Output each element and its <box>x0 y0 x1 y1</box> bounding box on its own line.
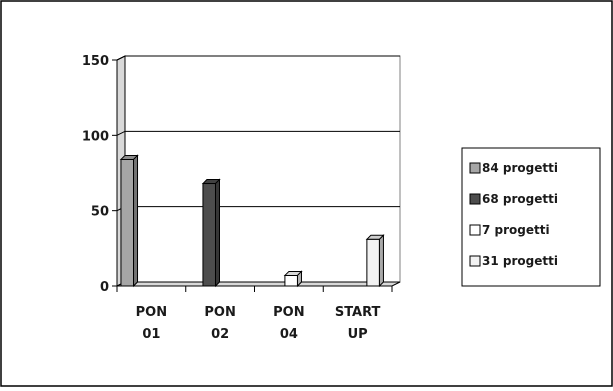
bars <box>119 154 385 288</box>
bar-front <box>366 238 380 287</box>
legend-item: 84 progetti <box>469 161 558 175</box>
y-tick-label: 100 <box>82 129 109 144</box>
category-label: START <box>335 305 381 320</box>
legend-swatch <box>469 255 481 267</box>
legend-box <box>461 147 601 287</box>
legend-item: 31 progetti <box>469 254 558 268</box>
category-label: PON <box>136 305 167 320</box>
plot-area <box>116 55 401 287</box>
legend-label: 68 progetti <box>482 192 558 206</box>
bar <box>201 178 221 288</box>
legend-item: 68 progetti <box>469 192 558 206</box>
y-axis-ticks: 0 50 100 150 <box>82 54 117 295</box>
bar-side <box>214 178 220 288</box>
category-label: PON <box>273 305 304 320</box>
x-axis-categories: PON 01 PON 02 PON 04 START UP <box>116 286 393 342</box>
legend-swatch <box>469 224 481 236</box>
bar-front <box>284 274 298 287</box>
category-label: 02 <box>211 327 229 342</box>
legend: 84 progetti 68 progetti 7 progetti 31 proge… <box>469 161 558 268</box>
legend-item: 7 progetti <box>469 223 550 237</box>
category-label: UP <box>348 327 368 342</box>
category-label: PON <box>204 305 235 320</box>
y-tick-label: 150 <box>82 54 109 69</box>
category-label: 01 <box>142 327 160 342</box>
bar-side <box>133 154 139 288</box>
gridline <box>116 130 400 136</box>
y-tick-label: 0 <box>100 280 109 295</box>
bar-front <box>120 158 135 287</box>
bar-side <box>378 234 384 288</box>
bar-front <box>202 183 216 287</box>
legend-swatch <box>469 193 481 205</box>
legend-label: 31 progetti <box>482 254 558 268</box>
y-tick-label: 50 <box>91 205 109 220</box>
category-label: 04 <box>280 327 298 342</box>
floor <box>116 281 401 287</box>
back-wall <box>124 55 401 283</box>
legend-label: 7 progetti <box>482 223 550 237</box>
legend-swatch <box>469 162 481 174</box>
legend-label: 84 progetti <box>482 161 558 175</box>
bar <box>283 270 303 288</box>
bar <box>365 234 385 288</box>
bar <box>119 154 139 288</box>
gridline <box>116 55 400 61</box>
bar-side <box>296 270 302 288</box>
